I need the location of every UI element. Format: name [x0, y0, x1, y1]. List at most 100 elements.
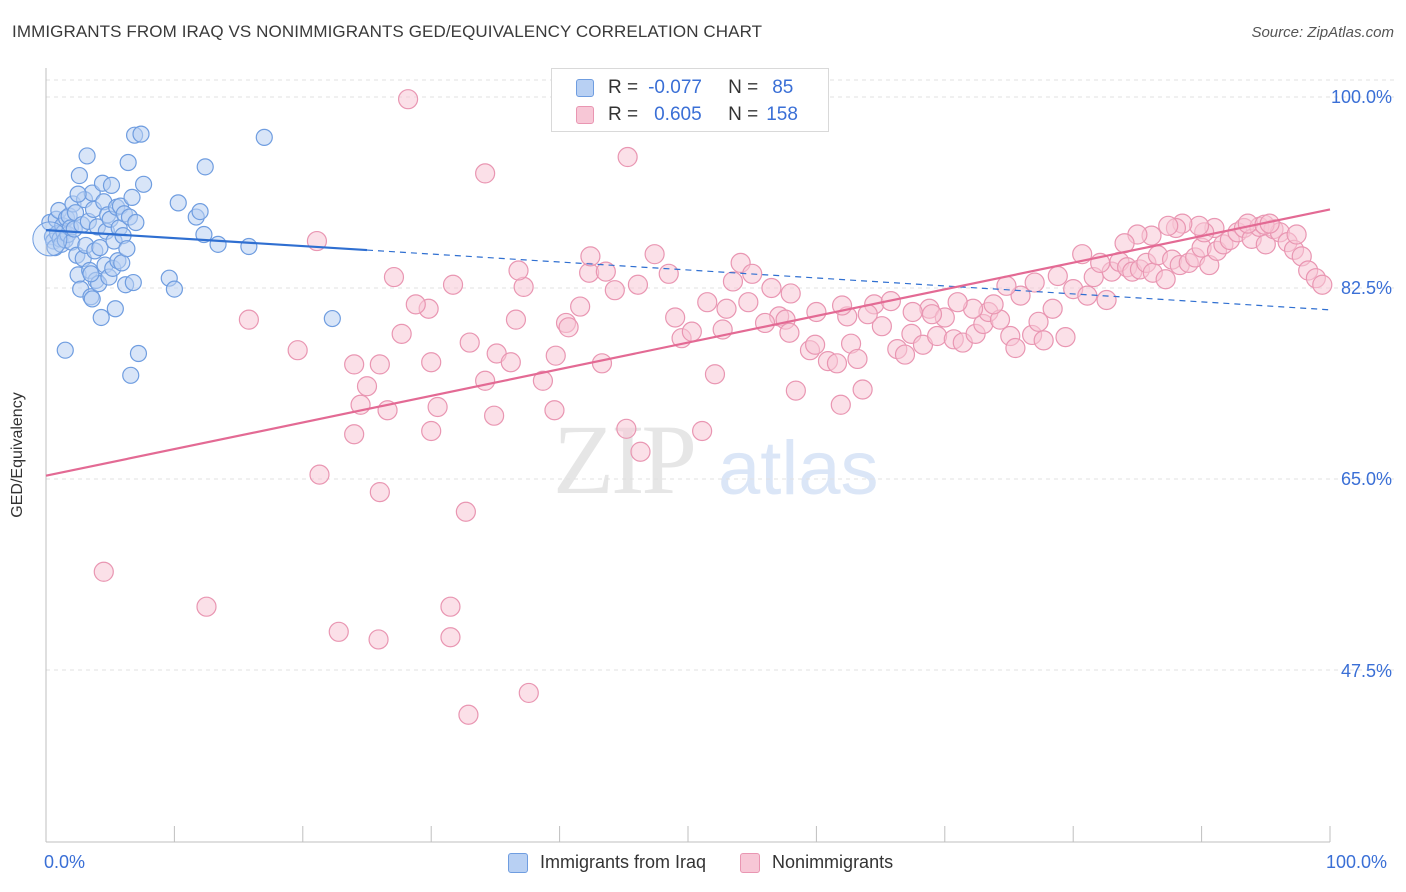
- nonimmigrant-point: [1042, 298, 1063, 319]
- iraq-point: [118, 240, 136, 258]
- chart-title: IMMIGRANTS FROM IRAQ VS NONIMMIGRANTS GE…: [12, 22, 763, 41]
- nonimmigrant-point: [947, 292, 968, 313]
- nonimmigrant-point: [328, 621, 349, 642]
- nonimmigrant-point: [570, 296, 591, 317]
- nonimmigrant-point: [440, 596, 461, 617]
- nonimmigrant-point: [369, 481, 390, 503]
- iraq-point: [323, 309, 341, 328]
- nonimmigrant-point: [421, 420, 442, 442]
- nonimmigrant-point: [681, 321, 702, 342]
- legend-row-iraq: R = -0.077 N = 85: [576, 77, 793, 99]
- nonimmigrant-point: [921, 304, 943, 325]
- nonimmigrant-point: [754, 312, 776, 334]
- nonimmigrant-point: [1155, 269, 1176, 290]
- iraq-point: [56, 341, 74, 359]
- iraq-point: [78, 147, 96, 165]
- trend-lines: [45, 208, 1331, 477]
- iraq-point: [102, 176, 121, 195]
- iraq-point-cluster: [32, 221, 68, 257]
- nonimmigrant-point: [604, 280, 625, 301]
- nonimmigrant-point: [894, 344, 916, 365]
- legend-swatch-blue: [508, 852, 528, 873]
- legend-n-value: 158: [766, 104, 798, 125]
- nonimmigrant-point: [871, 316, 892, 337]
- iraq-point: [113, 254, 131, 272]
- nonimmigrant-point: [1188, 215, 1210, 236]
- nonimmigrants-points: [93, 89, 1333, 725]
- iraq-point: [209, 235, 227, 253]
- nonimmigrant-point: [996, 275, 1017, 296]
- nonimmigrant-point: [738, 292, 759, 313]
- nonimmigrant-point: [616, 418, 637, 439]
- iraq-point: [70, 166, 88, 185]
- nonimmigrant-point: [704, 364, 726, 385]
- nonimmigrant-point: [779, 322, 800, 343]
- nonimmigrant-point: [580, 246, 601, 267]
- legend-n-label: N =: [728, 104, 759, 125]
- nonimmigrant-point: [780, 283, 801, 304]
- nonimmigrant-point: [692, 420, 713, 442]
- watermark-atlas: atlas: [718, 426, 879, 511]
- iraq-point: [129, 344, 148, 363]
- legend-swatch-blue: [576, 79, 594, 97]
- legend-r-value: 0.605: [654, 104, 702, 125]
- nonimmigrant-point: [196, 596, 217, 617]
- iraq-point: [169, 194, 187, 212]
- legend-label: Immigrants from Iraq: [540, 852, 707, 872]
- nonimmigrant-point: [455, 501, 476, 522]
- nonimmigrant-point: [442, 274, 464, 295]
- nonimmigrant-point: [805, 334, 826, 355]
- y-tick-label: 47.5%: [1340, 661, 1392, 681]
- iraq-point: [255, 128, 273, 146]
- nonimmigrant-point: [421, 352, 442, 373]
- nonimmigrant-point: [1055, 327, 1076, 348]
- nonimmigrant-point: [458, 704, 479, 725]
- nonimmigrant-point: [1005, 337, 1026, 359]
- nonimmigrant-point: [785, 380, 806, 401]
- legend-n-value: 85: [772, 77, 794, 98]
- iraq-point: [119, 153, 137, 172]
- nonimmigrant-point: [1033, 330, 1054, 351]
- iraq-points: [32, 125, 341, 384]
- nonimmigrant-point: [716, 298, 737, 319]
- y-tick-label: 65.0%: [1340, 469, 1392, 489]
- nonimmigrant-point: [427, 396, 448, 418]
- iraq-point: [83, 290, 101, 308]
- iraq-point: [165, 280, 183, 298]
- iraq-point: [92, 308, 110, 327]
- iraq-point: [196, 158, 214, 176]
- nonimmigrant-point: [484, 405, 505, 426]
- nonimmigrant-point: [1096, 289, 1117, 311]
- nonimmigrant-point: [500, 352, 521, 373]
- nonimmigrant-point: [532, 370, 554, 391]
- y-axis-label: GED/Equivalency: [9, 392, 26, 518]
- nonimmigrant-point: [287, 340, 308, 361]
- nonimmigrant-point: [630, 441, 651, 462]
- nonimmigrant-point: [93, 561, 114, 582]
- iraq-point: [195, 225, 213, 244]
- iraq-trend-line: [45, 229, 368, 252]
- legend-row-nonimmigrants: R = 0.605 N = 158: [576, 104, 798, 126]
- iraq-point: [69, 185, 87, 203]
- legend-r-label: R =: [608, 104, 639, 125]
- nonimmigrant-point: [1312, 274, 1333, 295]
- nonimmigrant-trend-line: [45, 208, 1331, 477]
- correlation-legend: R = -0.077 N = 85 R = 0.605 N = 158: [551, 68, 829, 132]
- nonimmigrant-point: [983, 294, 1004, 315]
- nonimmigrant-point: [397, 89, 419, 110]
- nonimmigrant-point: [1237, 213, 1258, 234]
- nonimmigrant-point: [830, 394, 851, 415]
- y-tick-label: 82.5%: [1340, 278, 1392, 298]
- iraq-point: [132, 125, 150, 143]
- nonimmigrant-point: [238, 309, 259, 330]
- legend-n-label: N =: [728, 77, 759, 98]
- nonimmigrant-point: [761, 277, 782, 299]
- iraq-point: [134, 175, 153, 193]
- nonimmigrant-point: [518, 682, 539, 704]
- nonimmigrant-point: [627, 274, 649, 295]
- nonimmigrant-point: [369, 354, 390, 375]
- axes: [45, 68, 1331, 843]
- nonimmigrant-point: [558, 317, 579, 338]
- nonimmigrant-point: [344, 424, 365, 445]
- legend-r-value: -0.077: [648, 77, 702, 98]
